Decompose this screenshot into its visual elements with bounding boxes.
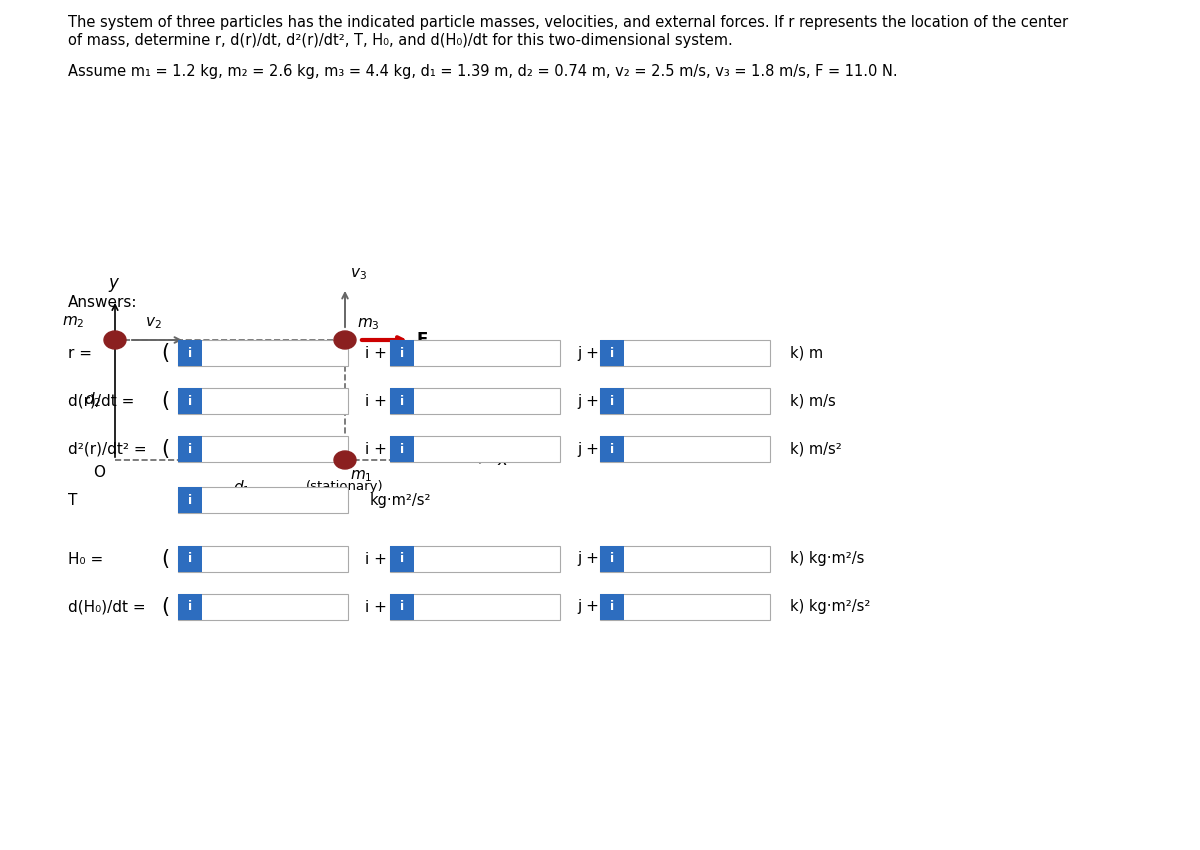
Text: (: ( (161, 597, 169, 617)
FancyBboxPatch shape (390, 436, 560, 462)
Text: i: i (188, 552, 192, 565)
Text: i +: i + (365, 599, 386, 615)
Text: of mass, determine r, d(r)/dt, d²(r)/dt², T, H₀, and d(H₀)/dt for this two-dimen: of mass, determine r, d(r)/dt, d²(r)/dt²… (68, 33, 733, 48)
Text: j +: j + (577, 345, 599, 360)
Text: $v_3$: $v_3$ (350, 266, 367, 282)
Text: i +: i + (365, 345, 386, 360)
Text: (stationary): (stationary) (306, 480, 384, 493)
Text: i: i (188, 494, 192, 507)
Text: Answers:: Answers: (68, 295, 138, 310)
Text: $v_2$: $v_2$ (145, 315, 162, 331)
Text: i +: i + (365, 552, 386, 566)
Text: O: O (94, 465, 106, 480)
Text: i: i (400, 600, 404, 614)
FancyBboxPatch shape (600, 594, 624, 620)
FancyBboxPatch shape (390, 388, 560, 414)
Text: i: i (188, 347, 192, 360)
Text: j +: j + (577, 552, 599, 566)
FancyBboxPatch shape (600, 594, 770, 620)
Ellipse shape (334, 331, 356, 349)
FancyBboxPatch shape (390, 546, 414, 572)
Text: (: ( (161, 343, 169, 363)
Text: i: i (400, 394, 404, 407)
Text: i +: i + (365, 394, 386, 409)
FancyBboxPatch shape (178, 388, 348, 414)
Text: k) m: k) m (790, 345, 823, 360)
Text: $m_2$: $m_2$ (62, 314, 85, 330)
Text: $m_3$: $m_3$ (358, 316, 379, 332)
FancyBboxPatch shape (390, 388, 414, 414)
Ellipse shape (104, 331, 126, 349)
Text: i +: i + (365, 441, 386, 456)
FancyBboxPatch shape (390, 340, 560, 366)
Text: H₀ =: H₀ = (68, 552, 103, 566)
Text: i: i (188, 394, 192, 407)
Text: r =: r = (68, 345, 92, 360)
Text: i: i (610, 600, 614, 614)
Text: i: i (400, 443, 404, 456)
Text: i: i (400, 552, 404, 565)
Text: k) kg·m²/s²: k) kg·m²/s² (790, 599, 870, 615)
FancyBboxPatch shape (390, 546, 560, 572)
Text: k) m/s: k) m/s (790, 394, 835, 409)
Text: x: x (497, 451, 506, 469)
FancyBboxPatch shape (178, 436, 348, 462)
FancyBboxPatch shape (178, 340, 202, 366)
Text: j +: j + (577, 441, 599, 456)
FancyBboxPatch shape (600, 546, 770, 572)
FancyBboxPatch shape (178, 594, 202, 620)
Text: (: ( (161, 391, 169, 411)
FancyBboxPatch shape (390, 340, 414, 366)
FancyBboxPatch shape (600, 436, 624, 462)
Text: d(r)/dt =: d(r)/dt = (68, 394, 134, 409)
FancyBboxPatch shape (178, 546, 202, 572)
FancyBboxPatch shape (600, 436, 770, 462)
Text: i: i (188, 443, 192, 456)
FancyBboxPatch shape (600, 388, 624, 414)
FancyBboxPatch shape (600, 340, 624, 366)
FancyBboxPatch shape (600, 340, 770, 366)
Text: k) kg·m²/s: k) kg·m²/s (790, 552, 864, 566)
Text: The system of three particles has the indicated particle masses, velocities, and: The system of three particles has the in… (68, 15, 1068, 30)
FancyBboxPatch shape (600, 546, 624, 572)
Text: i: i (188, 600, 192, 614)
FancyBboxPatch shape (178, 388, 202, 414)
FancyBboxPatch shape (178, 487, 202, 513)
Text: k) m/s²: k) m/s² (790, 441, 841, 456)
FancyBboxPatch shape (178, 436, 202, 462)
Text: j +: j + (577, 394, 599, 409)
FancyBboxPatch shape (390, 594, 560, 620)
FancyBboxPatch shape (390, 436, 414, 462)
Ellipse shape (334, 451, 356, 469)
Text: i: i (610, 394, 614, 407)
Text: F: F (418, 331, 428, 349)
Text: y: y (108, 274, 118, 292)
Text: i: i (610, 552, 614, 565)
Text: $d_1$: $d_1$ (233, 478, 250, 496)
Text: $m_1$: $m_1$ (350, 468, 372, 484)
FancyBboxPatch shape (178, 546, 348, 572)
Text: (: ( (161, 439, 169, 459)
FancyBboxPatch shape (600, 388, 770, 414)
Text: kg·m²/s²: kg·m²/s² (370, 492, 432, 507)
Text: $d_2$: $d_2$ (84, 391, 101, 410)
Text: T: T (68, 492, 77, 507)
Text: d²(r)/dt² =: d²(r)/dt² = (68, 441, 146, 456)
FancyBboxPatch shape (178, 594, 348, 620)
Text: i: i (610, 443, 614, 456)
FancyBboxPatch shape (178, 340, 348, 366)
FancyBboxPatch shape (390, 594, 414, 620)
Text: i: i (400, 347, 404, 360)
Text: d(H₀)/dt =: d(H₀)/dt = (68, 599, 145, 615)
Text: Assume m₁ = 1.2 kg, m₂ = 2.6 kg, m₃ = 4.4 kg, d₁ = 1.39 m, d₂ = 0.74 m, v₂ = 2.5: Assume m₁ = 1.2 kg, m₂ = 2.6 kg, m₃ = 4.… (68, 64, 898, 79)
Text: i: i (610, 347, 614, 360)
FancyBboxPatch shape (178, 487, 348, 513)
Text: j +: j + (577, 599, 599, 615)
Text: (: ( (161, 549, 169, 569)
